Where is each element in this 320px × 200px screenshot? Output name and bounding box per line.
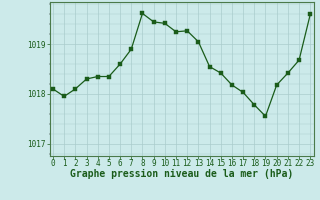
X-axis label: Graphe pression niveau de la mer (hPa): Graphe pression niveau de la mer (hPa) <box>70 169 293 179</box>
